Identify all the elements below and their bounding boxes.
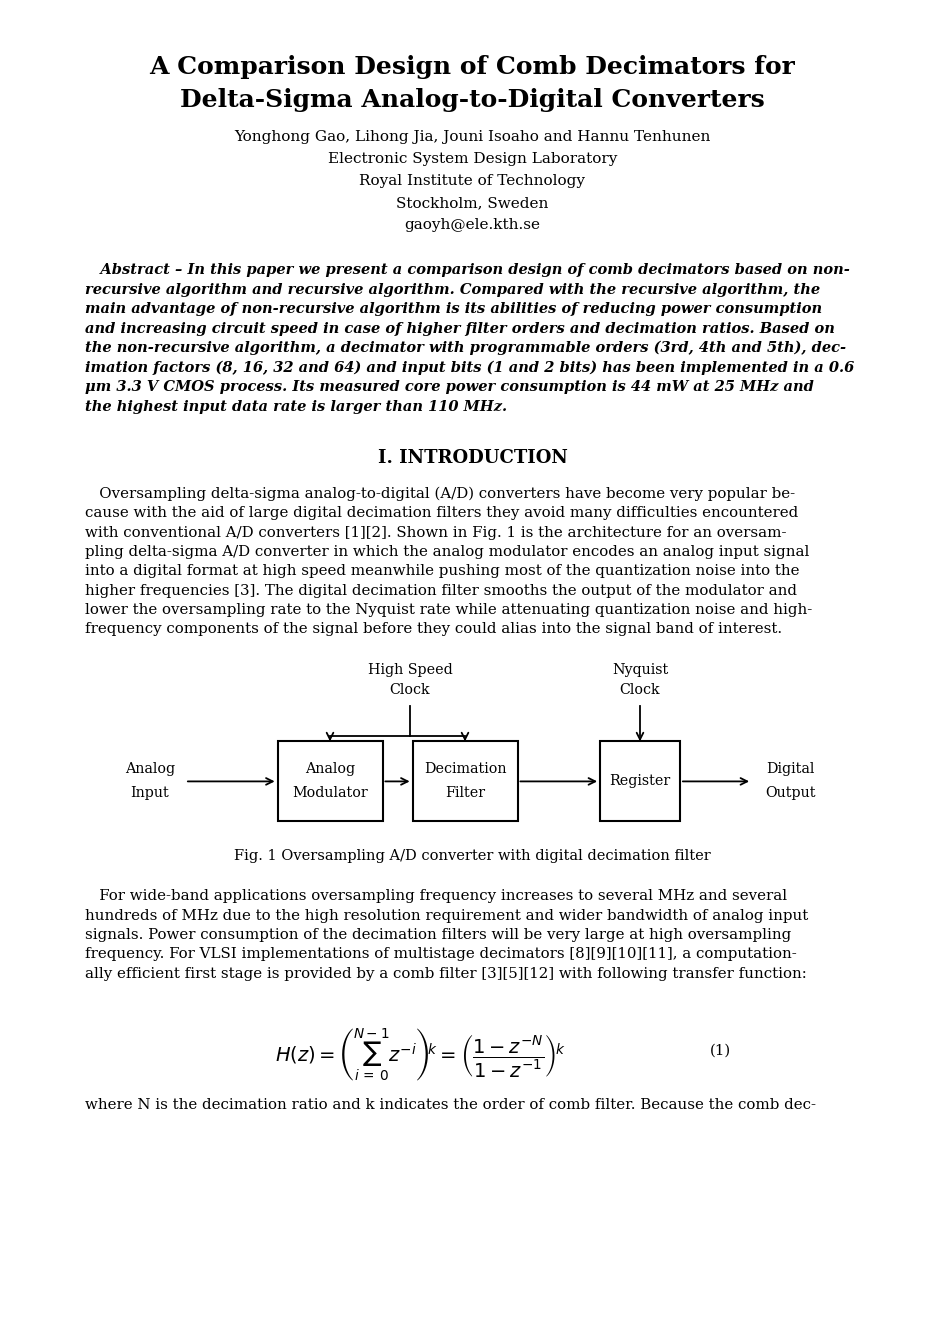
Text: High Speed: High Speed (367, 664, 452, 677)
Text: Decimation: Decimation (423, 763, 506, 776)
Text: into a digital format at high speed meanwhile pushing most of the quantization n: into a digital format at high speed mean… (85, 565, 799, 578)
Text: Filter: Filter (445, 787, 484, 800)
Text: imation factors (8, 16, 32 and 64) and input bits (1 and 2 bits) has been implem: imation factors (8, 16, 32 and 64) and i… (85, 360, 853, 375)
Text: Output: Output (764, 787, 815, 800)
Text: Register: Register (609, 775, 670, 788)
Text: gaoyh@ele.kth.se: gaoyh@ele.kth.se (404, 218, 540, 231)
Bar (278, 741, 382, 822)
Text: $H(z) = \left(\sum_{i\,=\,0}^{N-1} z^{-i}\right)^{\!k} = \left(\dfrac{1 - z^{-N}: $H(z) = \left(\sum_{i\,=\,0}^{N-1} z^{-i… (275, 1026, 565, 1082)
Text: Modulator: Modulator (292, 787, 367, 800)
Text: with conventional A/D converters [1][2]. Shown in Fig. 1 is the architecture for: with conventional A/D converters [1][2].… (85, 526, 785, 539)
Text: Input: Input (130, 787, 169, 800)
Text: μm 3.3 V CMOS process. Its measured core power consumption is 44 mW at 25 MHz an: μm 3.3 V CMOS process. Its measured core… (85, 380, 813, 393)
Text: Oversampling delta-sigma analog-to-digital (A/D) converters have become very pop: Oversampling delta-sigma analog-to-digit… (85, 487, 794, 502)
Text: Clock: Clock (619, 684, 660, 697)
Text: Fig. 1 Oversampling A/D converter with digital decimation filter: Fig. 1 Oversampling A/D converter with d… (234, 850, 710, 863)
Text: main advantage of non-recursive algorithm is its abilities of reducing power con: main advantage of non-recursive algorith… (85, 302, 821, 316)
Text: where N is the decimation ratio and k indicates the order of comb filter. Becaus: where N is the decimation ratio and k in… (85, 1098, 815, 1112)
Text: For wide-band applications oversampling frequency increases to several MHz and s: For wide-band applications oversampling … (85, 890, 786, 903)
Text: I. INTRODUCTION: I. INTRODUCTION (378, 450, 566, 467)
Text: Analog: Analog (305, 763, 355, 776)
Bar (599, 741, 680, 822)
Text: frequency components of the signal before they could alias into the signal band : frequency components of the signal befor… (85, 622, 782, 636)
Text: Royal Institute of Technology: Royal Institute of Technology (359, 174, 585, 189)
Text: Analog: Analog (125, 763, 175, 776)
Text: hundreds of MHz due to the high resolution requirement and wider bandwidth of an: hundreds of MHz due to the high resoluti… (85, 909, 807, 923)
Text: Electronic System Design Laboratory: Electronic System Design Laboratory (328, 153, 616, 166)
Text: pling delta-sigma A/D converter in which the analog modulator encodes an analog : pling delta-sigma A/D converter in which… (85, 545, 808, 559)
Text: recursive algorithm and recursive algorithm. Compared with the recursive algorit: recursive algorithm and recursive algori… (85, 282, 819, 297)
Text: Delta-Sigma Analog-to-Digital Converters: Delta-Sigma Analog-to-Digital Converters (180, 88, 764, 112)
Text: frequency. For VLSI implementations of multistage decimators [8][9][10][11], a c: frequency. For VLSI implementations of m… (85, 947, 796, 961)
Text: higher frequencies [3]. The digital decimation filter smooths the output of the : higher frequencies [3]. The digital deci… (85, 583, 796, 598)
Text: and increasing circuit speed in case of higher filter orders and decimation rati: and increasing circuit speed in case of … (85, 321, 834, 336)
Text: A Comparison Design of Comb Decimators for: A Comparison Design of Comb Decimators f… (149, 55, 795, 79)
Text: Digital: Digital (765, 763, 814, 776)
Text: ally efficient first stage is provided by a comb filter [3][5][12] with followin: ally efficient first stage is provided b… (85, 966, 806, 981)
Text: Stockholm, Sweden: Stockholm, Sweden (396, 195, 548, 210)
Text: the highest input data rate is larger than 110 MHz.: the highest input data rate is larger th… (85, 400, 507, 413)
Text: Abstract – In this paper we present a comparison design of comb decimators based: Abstract – In this paper we present a co… (85, 264, 849, 277)
Text: (1): (1) (709, 1044, 730, 1058)
Text: Yonghong Gao, Lihong Jia, Jouni Isoaho and Hannu Tenhunen: Yonghong Gao, Lihong Jia, Jouni Isoaho a… (234, 130, 710, 145)
Text: signals. Power consumption of the decimation filters will be very large at high : signals. Power consumption of the decima… (85, 929, 790, 942)
Text: Clock: Clock (389, 684, 430, 697)
Text: Nyquist: Nyquist (611, 664, 667, 677)
Text: cause with the aid of large digital decimation filters they avoid many difficult: cause with the aid of large digital deci… (85, 506, 798, 520)
Text: lower the oversampling rate to the Nyquist rate while attenuating quantization n: lower the oversampling rate to the Nyqui… (85, 603, 812, 617)
Text: the non-recursive algorithm, a decimator with programmable orders (3rd, 4th and : the non-recursive algorithm, a decimator… (85, 341, 845, 356)
Bar (413, 741, 517, 822)
